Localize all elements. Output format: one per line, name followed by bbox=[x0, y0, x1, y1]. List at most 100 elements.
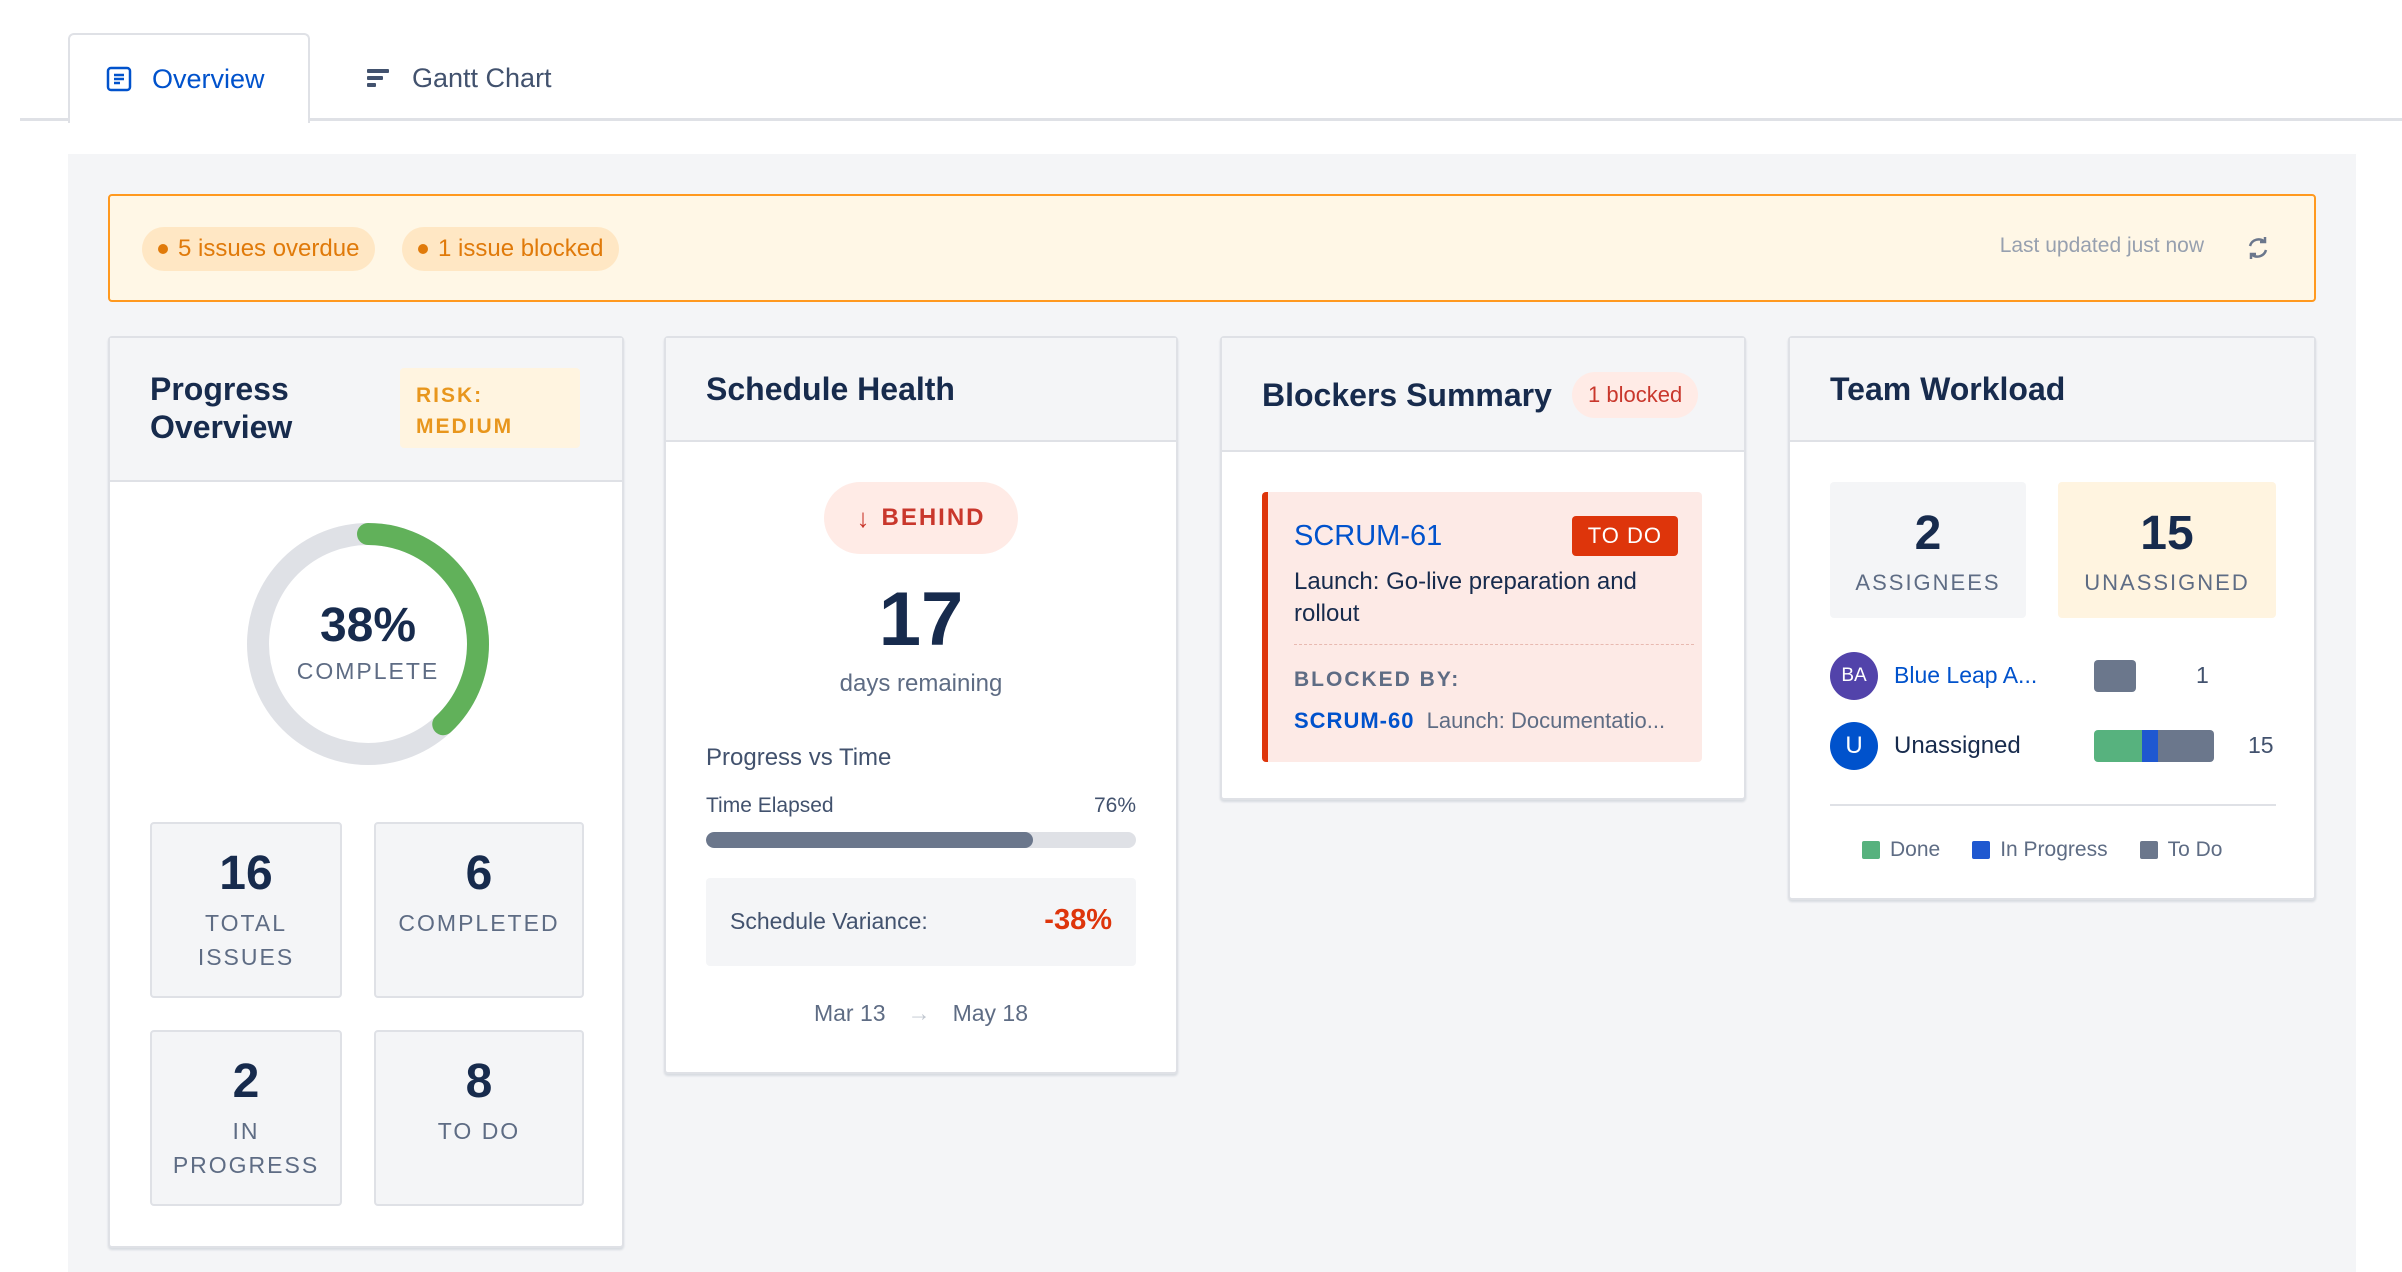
progress-percent-label: COMPLETE bbox=[296, 658, 440, 684]
behind-label: BEHIND bbox=[881, 504, 986, 531]
tab-gantt-label: Gantt Chart bbox=[412, 62, 552, 93]
assignees-label: ASSIGNEES bbox=[1855, 570, 2001, 595]
risk-label: RISK: bbox=[416, 384, 484, 407]
schedule-title: Schedule Health bbox=[706, 371, 955, 407]
stat-completed[interactable]: 6 COMPLETED bbox=[374, 822, 584, 998]
legend-swatch bbox=[1862, 841, 1880, 859]
blocked-dot-icon bbox=[418, 244, 428, 254]
progress-donut: 38% COMPLETE bbox=[246, 522, 490, 766]
time-elapsed-label: Time Elapsed bbox=[706, 794, 834, 817]
blocker-key-link[interactable]: SCRUM-60 bbox=[1294, 708, 1415, 733]
avatar: U bbox=[1830, 722, 1878, 770]
overdue-pill[interactable]: 5 issues overdue bbox=[142, 227, 376, 271]
legend-in-progress: In Progress bbox=[1972, 838, 2108, 862]
workload-bar bbox=[2094, 660, 2136, 692]
legend-done: Done bbox=[1862, 838, 1940, 862]
issue-status-badge: TO DO bbox=[1571, 516, 1678, 556]
progress-title: Progress Overview bbox=[150, 370, 292, 446]
progress-ring-svg bbox=[247, 523, 489, 765]
refresh-icon[interactable] bbox=[2242, 232, 2274, 264]
overdue-dot-icon bbox=[158, 244, 168, 254]
issue-key-link[interactable]: SCRUM-61 bbox=[1294, 520, 1443, 552]
schedule-health-card: Schedule Health ↓ BEHIND 17 days remaini… bbox=[664, 336, 1178, 1074]
blockers-title: Blockers Summary bbox=[1262, 377, 1552, 413]
blocker-item[interactable]: SCRUM-61 TO DO Launch: Go-live preparati… bbox=[1262, 492, 1702, 762]
assignees-value: 2 bbox=[1914, 507, 1942, 560]
stat-to-do[interactable]: 8 TO DO bbox=[374, 1030, 584, 1206]
workload-title: Team Workload bbox=[1830, 371, 2066, 407]
stat-value: 6 bbox=[465, 847, 493, 900]
progress-percent: 38% bbox=[319, 599, 417, 652]
progress-title-line1: Progress bbox=[150, 371, 289, 407]
overview-panel: 5 issues overdue 1 issue blocked Last up… bbox=[68, 154, 2356, 1272]
days-remaining-value: 17 bbox=[878, 577, 964, 662]
overdue-text: 5 issues overdue bbox=[178, 235, 360, 262]
blocked-pill[interactable]: 1 issue blocked bbox=[402, 227, 620, 271]
stat-label: TO DO bbox=[437, 1118, 521, 1144]
stat-label: TOTAL bbox=[205, 910, 287, 936]
in-progress-segment bbox=[2142, 730, 2158, 762]
variance-value: -38% bbox=[1044, 904, 1112, 936]
stat-value: 2 bbox=[232, 1055, 260, 1108]
tab-gantt-chart[interactable]: Gantt Chart bbox=[340, 33, 552, 123]
schedule-card-header: Schedule Health bbox=[666, 338, 1176, 442]
blocker-title: Launch: Documentatio... bbox=[1426, 708, 1666, 733]
gantt-icon bbox=[364, 63, 394, 93]
avatar: BA bbox=[1830, 652, 1878, 700]
blockers-summary-card: Blockers Summary 1 blocked SCRUM-61 TO D… bbox=[1220, 336, 1746, 800]
issue-title-line1: Launch: Go-live preparation and bbox=[1294, 568, 1637, 595]
status-banner: 5 issues overdue 1 issue blocked Last up… bbox=[108, 194, 2316, 302]
last-updated-text: Last updated just now bbox=[1999, 234, 2204, 257]
time-elapsed-percent: 76% bbox=[1093, 794, 1136, 817]
blocked-count-badge: 1 blocked bbox=[1572, 372, 1699, 418]
todo-segment bbox=[2158, 730, 2214, 762]
blocked-text: 1 issue blocked bbox=[438, 235, 604, 262]
risk-value: MEDIUM bbox=[416, 415, 514, 438]
blocker-divider bbox=[1294, 644, 1694, 645]
tab-overview[interactable]: Overview bbox=[68, 33, 310, 123]
risk-badge: RISK: MEDIUM bbox=[400, 368, 580, 448]
assignee-name: Unassigned bbox=[1894, 732, 2021, 759]
progress-vs-time-label: Progress vs Time bbox=[706, 744, 892, 771]
legend-label: Done bbox=[1890, 838, 1941, 861]
issue-title-line2: rollout bbox=[1294, 600, 1360, 627]
end-date: May 18 bbox=[952, 1000, 1029, 1026]
unassigned-value: 15 bbox=[2140, 507, 2194, 560]
legend-label: To Do bbox=[2167, 838, 2223, 861]
stat-value: 8 bbox=[465, 1055, 493, 1108]
avatar-initials: BA bbox=[1841, 665, 1867, 686]
legend-swatch bbox=[1972, 841, 1991, 859]
blocker-reference: SCRUM-60 Launch: Documentatio... bbox=[1294, 708, 1665, 734]
tab-overview-label: Overview bbox=[152, 63, 265, 94]
workload-count: 15 bbox=[2248, 732, 2274, 758]
tab-bar: Overview Gantt Chart bbox=[20, 0, 2402, 123]
progress-title-line2: Overview bbox=[150, 409, 293, 445]
stat-in-progress[interactable]: 2 IN PROGRESS bbox=[150, 1030, 342, 1206]
workload-card-header: Team Workload bbox=[1790, 338, 2314, 442]
legend-to-do: To Do bbox=[2139, 838, 2223, 862]
document-icon bbox=[104, 64, 134, 94]
assignees-stat: 2 ASSIGNEES bbox=[1830, 482, 2026, 618]
date-range: Mar 13 → May 18 bbox=[666, 1000, 1176, 1027]
start-date: Mar 13 bbox=[813, 1000, 886, 1026]
workload-legend: Done In Progress To Do bbox=[1862, 838, 2254, 862]
progress-overview-card: Progress Overview RISK: MEDIUM 38% COMPL… bbox=[108, 336, 624, 1248]
assignee-name-link[interactable]: Blue Leap A... bbox=[1894, 662, 2038, 688]
schedule-variance-box: Schedule Variance: -38% bbox=[706, 878, 1136, 966]
progress-card-header: Progress Overview RISK: MEDIUM bbox=[110, 338, 622, 482]
done-segment bbox=[2094, 730, 2142, 762]
arrow-down-icon: ↓ bbox=[856, 502, 872, 533]
variance-label: Schedule Variance: bbox=[730, 908, 928, 934]
unassigned-label: UNASSIGNED bbox=[2084, 570, 2250, 595]
stat-label: COMPLETED bbox=[398, 910, 560, 936]
workload-count: 1 bbox=[2196, 662, 2209, 688]
arrow-right-icon: → bbox=[907, 1000, 931, 1026]
workload-bar bbox=[2094, 730, 2214, 762]
issue-title: Launch: Go-live preparation and rollout bbox=[1294, 566, 1637, 630]
stat-total-issues[interactable]: 16 TOTAL ISSUES bbox=[150, 822, 342, 998]
legend-swatch bbox=[2139, 841, 2158, 859]
legend-label: In Progress bbox=[2000, 838, 2108, 861]
days-remaining-label: days remaining bbox=[839, 670, 1003, 697]
time-elapsed-fill bbox=[706, 832, 1033, 848]
stat-label-line2: ISSUES bbox=[197, 944, 295, 970]
